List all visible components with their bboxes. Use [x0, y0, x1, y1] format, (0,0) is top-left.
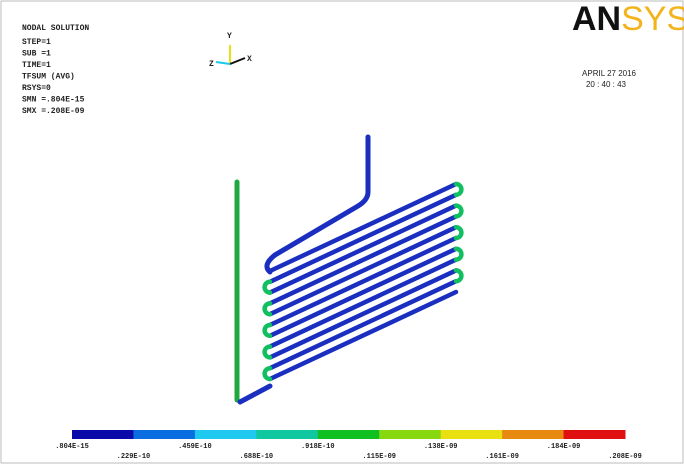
info-line: RSYS=0	[22, 84, 51, 93]
ansys-screenshot: NODAL SOLUTION STEP=1 SUB =1 TIME=1 TFSUM (…	[0, 0, 684, 464]
legend-swatch	[195, 430, 257, 439]
logo: ANSYS	[572, 0, 684, 38]
logo-accent: SYS	[621, 0, 684, 38]
legend-swatch	[318, 430, 380, 439]
info-line: SMN =.804E-15	[22, 96, 85, 105]
legend-label: .115E-09	[362, 453, 396, 461]
logo-main: AN	[572, 0, 621, 38]
viewport: NODAL SOLUTION STEP=1 SUB =1 TIME=1 TFSUM (…	[0, 0, 684, 464]
date: APRIL 27 2016	[582, 69, 637, 78]
legend-label: .918E-10	[301, 443, 335, 451]
legend-label: .804E-15	[55, 443, 89, 451]
legend-swatch	[379, 430, 441, 439]
info-line: SUB =1	[22, 50, 51, 59]
legend-label: .688E-10	[240, 453, 274, 461]
legend-swatch	[133, 430, 195, 439]
legend-label: .229E-10	[117, 453, 151, 461]
legend-swatch	[564, 430, 626, 439]
legend-label: .184E-09	[547, 443, 581, 451]
legend-label: .459E-10	[178, 443, 212, 451]
legend-swatch	[441, 430, 503, 439]
info-line: TFSUM (AVG)	[22, 73, 75, 82]
frame	[1, 1, 683, 463]
triad-z: Z	[209, 60, 214, 69]
legend-label: .161E-09	[485, 453, 519, 461]
triad-y: Y	[227, 32, 232, 41]
legend-swatch	[502, 430, 564, 439]
legend-swatch	[72, 430, 134, 439]
triad-x: X	[247, 55, 252, 64]
legend-swatch	[256, 430, 318, 439]
time: 20 : 40 : 43	[586, 80, 627, 89]
legend-label: .208E-09	[608, 453, 642, 461]
title: NODAL SOLUTION	[22, 24, 89, 33]
info-line: SMX =.208E-09	[22, 107, 85, 116]
info-line: STEP=1	[22, 38, 51, 47]
info-line: TIME=1	[22, 61, 51, 70]
legend-label: .138E-09	[424, 443, 458, 451]
